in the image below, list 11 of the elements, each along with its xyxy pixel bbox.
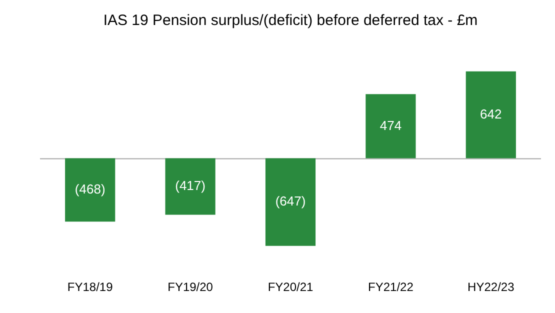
x-tick-label: FY20/21 (268, 280, 314, 294)
x-tick-label: FY19/20 (168, 280, 214, 294)
data-label: (468) (74, 182, 106, 197)
x-tick-label: HY22/23 (468, 280, 515, 294)
x-tick-label: FY18/19 (67, 280, 114, 294)
data-label: 642 (480, 106, 502, 122)
x-tick-label: FY21/22 (368, 280, 414, 294)
data-label: (647) (275, 194, 306, 209)
data-label: (417) (175, 178, 206, 194)
chart-title: IAS 19 Pension surplus/(deficit) before deferred tax - £m (103, 12, 478, 30)
data-label: 474 (380, 118, 402, 133)
